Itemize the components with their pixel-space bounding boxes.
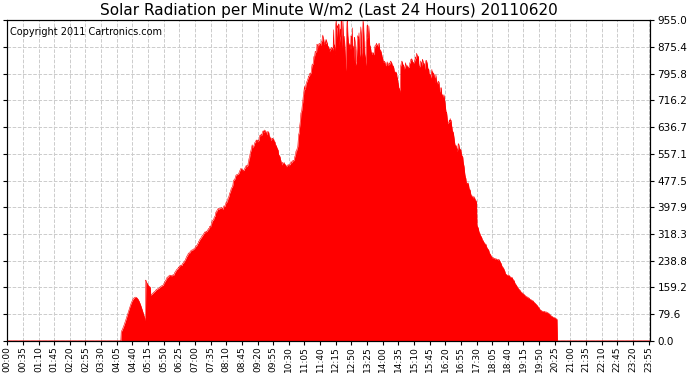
Title: Solar Radiation per Minute W/m2 (Last 24 Hours) 20110620: Solar Radiation per Minute W/m2 (Last 24… (100, 3, 558, 18)
Text: Copyright 2011 Cartronics.com: Copyright 2011 Cartronics.com (10, 27, 162, 37)
